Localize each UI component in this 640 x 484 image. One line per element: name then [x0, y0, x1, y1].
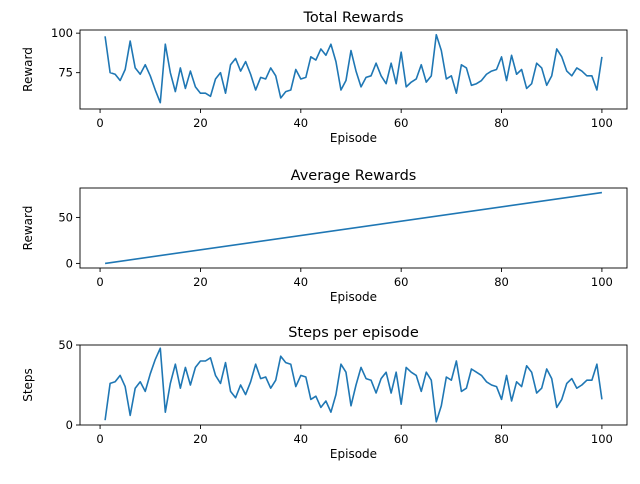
steps-per-episode-xtick-label: 100: [591, 432, 613, 446]
steps-per-episode-xtick-label: 80: [494, 432, 509, 446]
steps-per-episode-xlabel: Episode: [330, 447, 377, 461]
total-rewards-xtick-label: 80: [494, 116, 509, 130]
steps-per-episode-xtick-label: 0: [96, 432, 103, 446]
total-rewards-ytick-label: 100: [51, 26, 73, 40]
average-rewards-ytick-label: 50: [58, 210, 73, 224]
steps-per-episode-xtick-label: 20: [193, 432, 208, 446]
steps-per-episode-title: Steps per episode: [288, 325, 419, 341]
steps-per-episode-chart: 0 20 40 60 80 100 0 50 Steps per episode Episode S…: [21, 325, 628, 461]
total-rewards-title: Total Rewards: [302, 10, 403, 26]
average-rewards-title: Average Rewards: [291, 168, 417, 184]
total-rewards-axes-frame: [79, 29, 628, 110]
total-rewards-series-line: [104, 33, 603, 104]
average-rewards-xtick-label: 80: [494, 275, 509, 289]
average-rewards-xtick-label: 20: [193, 275, 208, 289]
steps-per-episode-xtick-label: 60: [394, 432, 409, 446]
average-rewards-xtick-label: 100: [591, 275, 613, 289]
total-rewards-xtick-label: 60: [394, 116, 409, 130]
total-rewards-ylabel: Reward: [21, 47, 35, 92]
steps-per-episode-ytick-label: 0: [66, 418, 73, 432]
total-rewards-chart: 0 20 40 60 80 100 75 100 Total Rewards Episode Rew…: [21, 10, 628, 145]
total-rewards-xtick-label: 100: [591, 116, 613, 130]
average-rewards-xtick-label: 60: [394, 275, 409, 289]
steps-per-episode-ylabel: Steps: [21, 368, 35, 402]
average-rewards-chart: 0 20 40 60 80 100 0 50 Average Rewards Episode Rew…: [21, 168, 628, 304]
steps-per-episode-xtick-label: 40: [293, 432, 308, 446]
total-rewards-xlabel: Episode: [330, 131, 377, 145]
total-rewards-xtick-label: 20: [193, 116, 208, 130]
steps-per-episode-axes-frame: [79, 344, 628, 426]
average-rewards-ytick-label: 0: [66, 256, 73, 270]
average-rewards-axes-frame: [79, 187, 628, 269]
total-rewards-ytick-label: 75: [58, 66, 73, 80]
total-rewards-xtick-label: 0: [96, 116, 103, 130]
average-rewards-ylabel: Reward: [21, 206, 35, 251]
steps-per-episode-series-line: [104, 347, 603, 423]
average-rewards-xtick-label: 40: [293, 275, 308, 289]
total-rewards-xtick-label: 40: [293, 116, 308, 130]
average-rewards-xlabel: Episode: [330, 290, 377, 304]
average-rewards-xtick-label: 0: [96, 275, 103, 289]
average-rewards-series-line: [104, 191, 603, 265]
steps-per-episode-ytick-label: 50: [58, 338, 73, 352]
